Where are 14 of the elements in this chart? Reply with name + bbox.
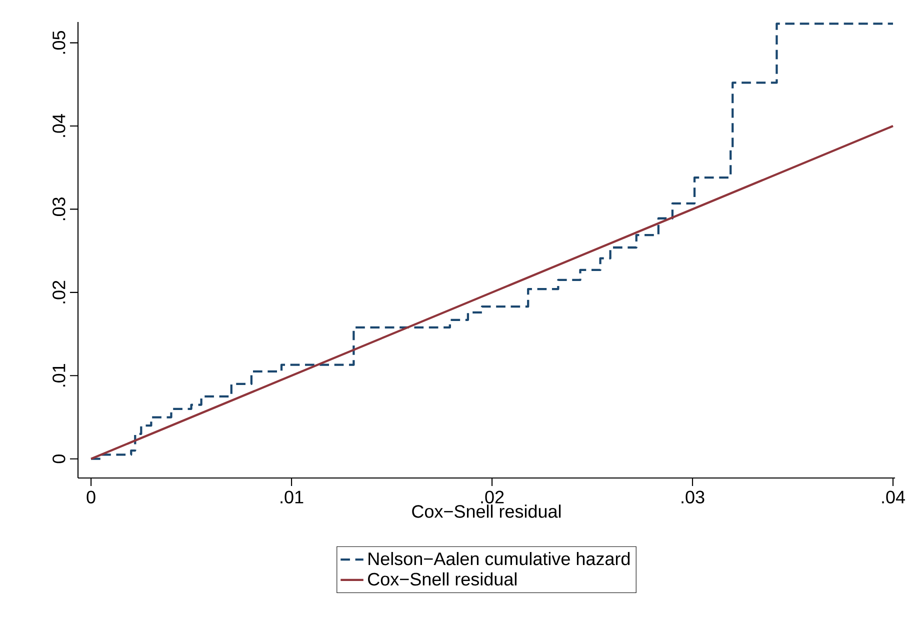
y-tick-label: 0 [52,454,66,464]
x-tick-label: .03 [682,490,704,504]
y-tick-label: .02 [52,280,66,304]
x-tick-label: .02 [481,490,504,504]
y-tick-label: .05 [52,31,66,54]
legend-label: Nelson−Aalen cumulative hazard [368,552,630,566]
y-tick-label: .03 [52,198,66,220]
x-axis-title: Cox−Snell residual [412,504,561,518]
x-tick-label: .01 [280,490,304,504]
x-tick-label: 0 [86,490,96,504]
y-tick-label: .01 [52,364,66,387]
legend-label: Cox−Snell residual [368,572,516,586]
x-tick-label: .04 [882,490,906,504]
y-tick-label: .04 [52,114,66,137]
